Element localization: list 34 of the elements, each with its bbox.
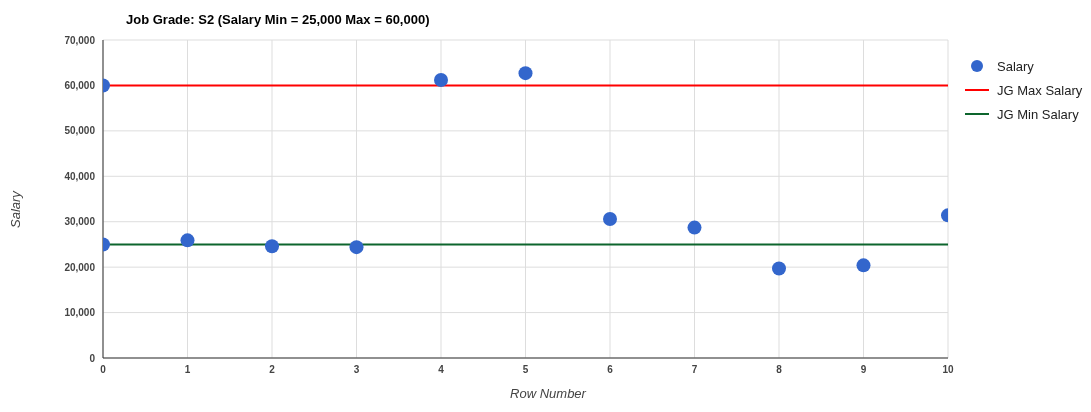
- y-tick-label: 20,000: [64, 261, 96, 273]
- chart-title: Job Grade: S2 (Salary Min = 25,000 Max = 60,000): [126, 12, 430, 27]
- x-tick-label: 0: [100, 364, 107, 376]
- point: [687, 220, 702, 235]
- y-tick-label: 40,000: [64, 170, 96, 182]
- point: [772, 261, 786, 276]
- x-tick-label: 5: [522, 364, 529, 376]
- x-tick-label: 9: [860, 364, 867, 376]
- y-axis-title: Salary: [8, 189, 23, 228]
- point: [603, 211, 617, 226]
- legend-label: JG Max Salary: [997, 82, 1083, 98]
- x-tick-label: 10: [942, 364, 954, 376]
- x-tick-label: 8: [776, 364, 783, 376]
- x-tick-label: 7: [691, 364, 698, 376]
- y-tick-label: 50,000: [64, 125, 96, 137]
- x-tick-label: 1: [184, 364, 191, 376]
- point: [434, 72, 448, 87]
- legend-label: JG Min Salary: [997, 106, 1079, 122]
- point: [856, 258, 871, 273]
- point: [180, 233, 195, 248]
- legend-label: Salary: [997, 58, 1034, 74]
- y-tick-label: 0: [89, 352, 96, 364]
- x-tick-label: 4: [438, 364, 445, 376]
- y-tick-label: 10,000: [64, 307, 96, 319]
- x-tick-label: 2: [269, 364, 276, 376]
- x-axis-title: Row Number: [509, 386, 588, 401]
- point: [265, 239, 279, 254]
- point: [518, 66, 533, 81]
- x-tick-label: 6: [607, 364, 614, 376]
- x-tick-label: 3: [353, 364, 360, 376]
- y-tick-label: 30,000: [64, 216, 96, 228]
- y-tick-label: 60,000: [64, 79, 96, 91]
- point: [349, 240, 364, 255]
- y-tick-label: 70,000: [64, 34, 96, 46]
